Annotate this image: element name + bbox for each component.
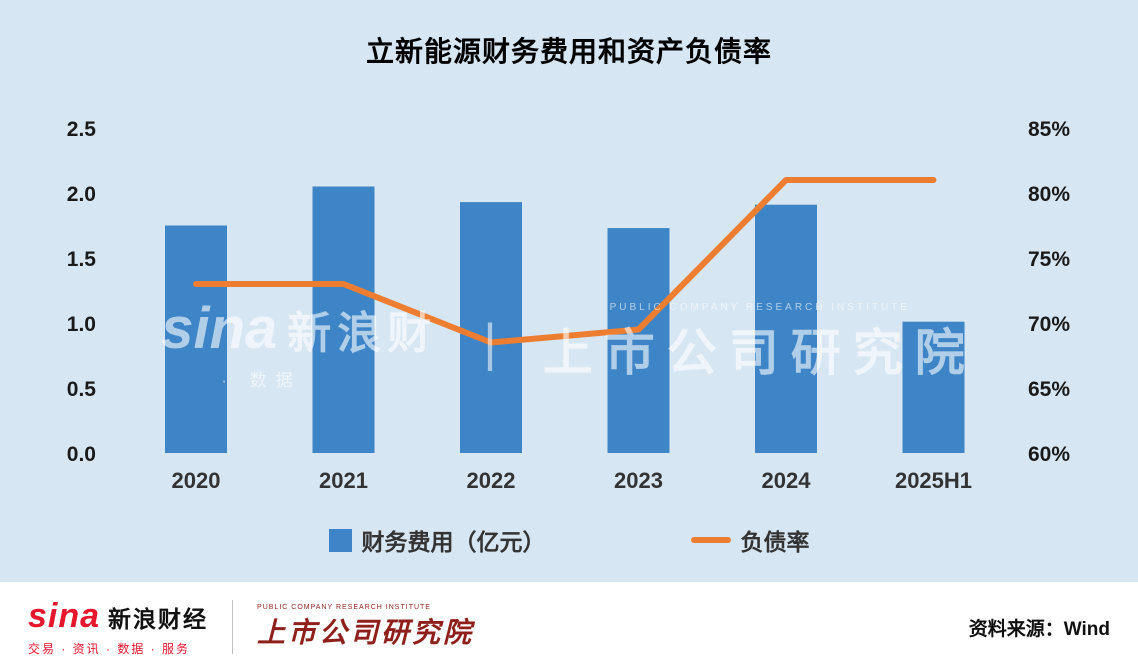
right-axis-tick: 80% [1028, 183, 1070, 206]
x-axis-label-2022: 2022 [467, 468, 516, 493]
legend-item-line: 负债率 [690, 523, 810, 557]
bar-2020 [165, 225, 227, 453]
left-axis-tick: 1.5 [67, 248, 97, 271]
bar-legend-label: 财务费用（亿元） [361, 529, 546, 555]
sina-logo-icon: sina [28, 597, 101, 635]
bar-2024 [755, 204, 817, 453]
institute-name: 上市公司研究院 [257, 616, 475, 648]
x-axis-label-2023: 2023 [614, 468, 663, 493]
sina-tagline: 交易 · 资讯 · 数据 · 服务 [28, 642, 190, 656]
sina-finance-name: 新浪财经 [108, 606, 209, 632]
combo-chart: 0.0 0.5 1.0 1.5 2.0 2.5 60% 65% 70% 75% 80% 85% 2020… [67, 118, 1071, 493]
x-axis-label-2020: 2020 [172, 468, 221, 493]
x-axis-label-2024: 2024 [762, 468, 812, 493]
x-axis-label-2021: 2021 [319, 468, 368, 493]
chart-legend: 财务费用（亿元） 负债率 [0, 523, 1138, 557]
chart-title: 立新能源财务费用和资产负债率 [365, 36, 772, 67]
bar-2025H1 [902, 321, 965, 453]
line-legend-swatch [690, 537, 731, 543]
right-axis-tick: 65% [1028, 378, 1070, 401]
footer: sina 新浪财经 交易 · 资讯 · 数据 · 服务 PUBLIC COMPA… [0, 582, 1138, 672]
line-legend-label: 负债率 [740, 529, 810, 555]
bar-2022 [460, 202, 522, 453]
right-axis-tick: 85% [1028, 118, 1070, 141]
bar-2021 [312, 186, 375, 453]
left-axis-tick: 2.5 [67, 118, 97, 141]
bar-2023 [607, 228, 670, 453]
institute-logo: PUBLIC COMPANY RESEARCH INSTITUTE 上市公司研究… [257, 604, 474, 651]
sina-finance-logo: sina 新浪财经 交易 · 资讯 · 数据 · 服务 [28, 597, 208, 657]
left-axis-tick: 0.0 [67, 443, 96, 466]
right-axis-tick: 70% [1028, 313, 1070, 336]
right-axis-tick: 60% [1028, 443, 1070, 466]
x-axis-label-2025H1: 2025H1 [895, 468, 972, 493]
right-axis-tick: 75% [1028, 248, 1070, 271]
left-axis-tick: 1.0 [67, 313, 96, 336]
legend-item-bar: 财务费用（亿元） [328, 523, 546, 557]
left-axis-tick: 0.5 [67, 378, 97, 401]
data-source-label: 资料来源：Wind [968, 618, 1110, 640]
left-axis-tick: 2.0 [67, 183, 96, 206]
footer-divider [232, 600, 234, 654]
bar-legend-swatch [328, 528, 352, 552]
institute-subtitle: PUBLIC COMPANY RESEARCH INSTITUTE [257, 603, 431, 611]
line-series [193, 177, 937, 346]
